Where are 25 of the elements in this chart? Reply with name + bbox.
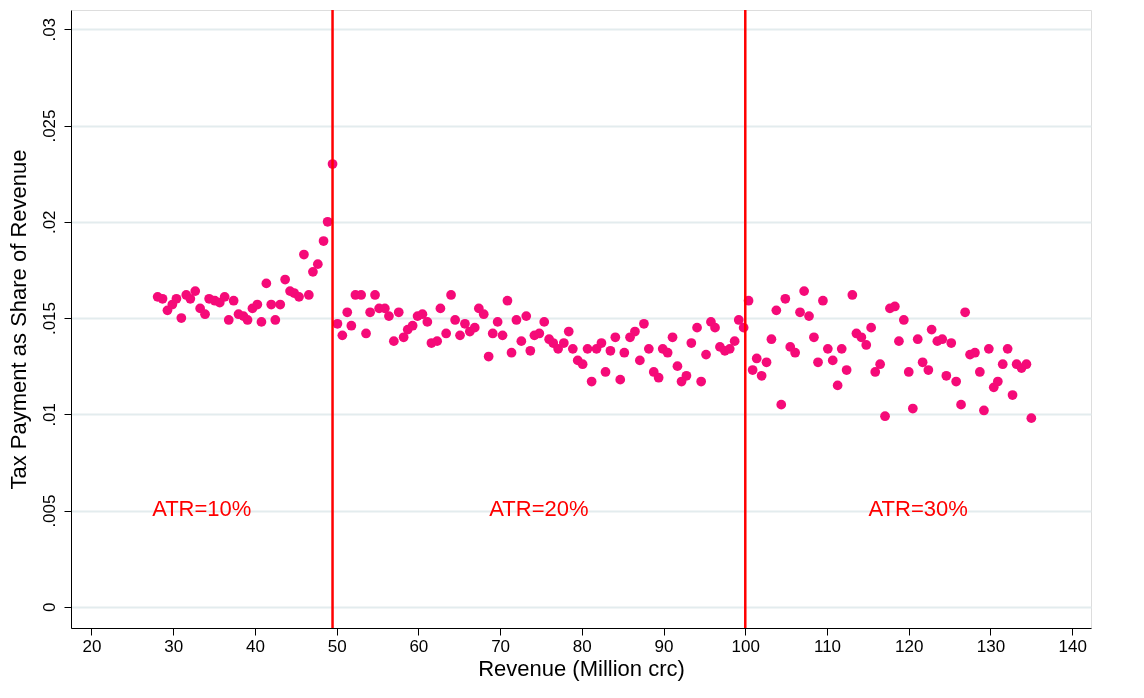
- y-tick-label: .005: [39, 494, 59, 528]
- x-tick-label: 120: [895, 636, 924, 656]
- annotation: ATR=30%: [868, 495, 968, 521]
- x-tick-label: 90: [654, 636, 674, 656]
- x-tick-label: 70: [491, 636, 511, 656]
- x-tick-label: 80: [572, 636, 592, 656]
- y-tick-label: .03: [39, 17, 59, 42]
- y-tick-label: 0: [39, 602, 59, 613]
- x-tick-label: 30: [164, 636, 184, 656]
- x-tick-label: 40: [245, 636, 265, 656]
- x-axis-title: Revenue (Million crc): [478, 655, 685, 681]
- y-tick-label: .015: [39, 301, 59, 336]
- x-tick-label: 140: [1058, 636, 1087, 656]
- x-tick-label: 110: [813, 636, 842, 656]
- annotation: ATR=20%: [489, 495, 589, 521]
- y-tick-label: .025: [39, 109, 59, 143]
- x-tick-label: 100: [731, 636, 760, 656]
- annotation: ATR=10%: [152, 495, 252, 521]
- y-tick-label: .01: [39, 402, 59, 427]
- x-tick-label: 50: [327, 636, 347, 656]
- y-axis-title: Tax Payment as Share of Revenue: [5, 149, 31, 490]
- x-tick-label: 130: [976, 636, 1006, 656]
- x-tick-label: 20: [82, 636, 102, 656]
- y-tick-label: .02: [39, 210, 59, 235]
- x-tick-label: 60: [409, 636, 429, 656]
